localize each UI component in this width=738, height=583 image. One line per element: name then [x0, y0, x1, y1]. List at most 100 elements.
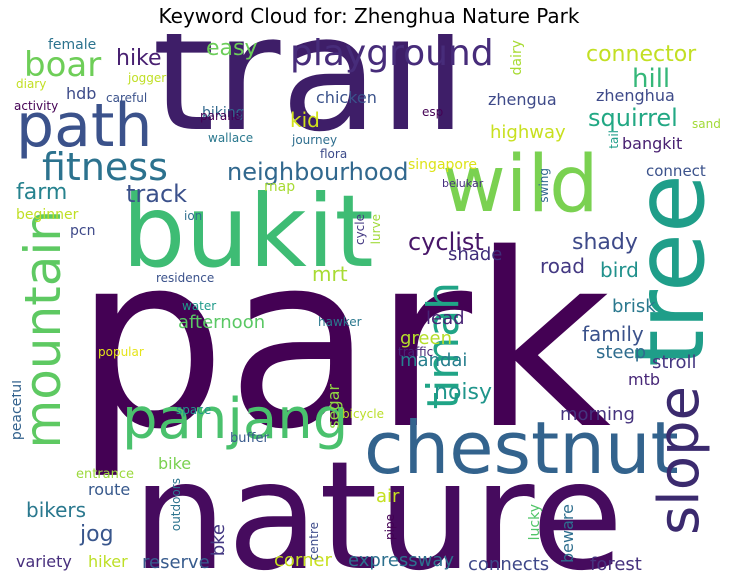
word-bike: bike [158, 454, 192, 473]
word-parallel: parallel [200, 109, 245, 123]
word-hiker: hiker [88, 552, 128, 571]
word-swing: swing [537, 168, 551, 203]
word-jogger: jogger [128, 71, 167, 85]
word-neighbourhood: neighbourhood [227, 158, 409, 186]
word-female: female [48, 37, 97, 53]
word-afternoon: afternoon [178, 312, 266, 333]
word-bird: bird [600, 258, 639, 282]
word-cycle: cycle [353, 214, 367, 246]
word-mountain: mountain [14, 210, 72, 449]
word-hdb: hdb [66, 84, 97, 103]
word-steep: steep [596, 342, 647, 363]
word-outdoors: outdoors [169, 478, 183, 532]
word-path: path [16, 91, 153, 161]
word-connect: connect [646, 162, 706, 180]
word-park: park [74, 202, 612, 482]
word-buffer: buffer [230, 431, 269, 446]
word-wallace: wallace [208, 131, 254, 145]
word-popular: popular [98, 345, 144, 359]
word-segar: segar [324, 384, 343, 429]
word-beware: beware [558, 504, 577, 563]
word-stroll: stroll [652, 352, 697, 373]
word-bikers: bikers [26, 498, 87, 522]
word-kid: kid [290, 108, 320, 132]
word-map: map [264, 179, 296, 195]
word-shade: shade [448, 244, 503, 265]
word-trail: trail [152, 34, 468, 167]
word-water: water [182, 299, 217, 313]
word-biking: biking [202, 105, 245, 121]
word-lead: lead [426, 308, 465, 329]
word-mtb: mtb [628, 370, 661, 389]
word-dairy: dairy [509, 40, 525, 76]
word-reserve: reserve [142, 552, 210, 573]
word-air: air [376, 486, 400, 507]
word-lucky: lucky [527, 504, 543, 541]
word-residence: residence [156, 271, 215, 285]
word-highway: highway [490, 122, 566, 143]
word-hill: hill [632, 64, 671, 94]
word-flora: flora [320, 147, 348, 161]
word-singapore: singapore [408, 157, 478, 173]
word-space: space [176, 403, 212, 417]
word-tail: tail [607, 130, 621, 149]
word-squirrel: squirrel [588, 104, 678, 132]
word-brisk: brisk [612, 296, 656, 317]
word-zhengua: zhengua [488, 90, 557, 109]
word-shady: shady [572, 230, 638, 255]
word-belukar: belukar [442, 177, 484, 190]
word-chicken: chicken [316, 88, 377, 107]
word-forest: forest [590, 554, 642, 575]
word-chestnut: chestnut [364, 406, 679, 490]
word-esp: esp [422, 105, 444, 119]
chart-title: Keyword Cloud for: Zhenghua Nature Park [158, 4, 580, 28]
word-nature: nature [132, 430, 624, 580]
word-mrt: mrt [312, 262, 348, 286]
word-hawker: hawker [318, 315, 362, 329]
word-diary: diary [16, 77, 47, 91]
word-pipe: pipe [383, 514, 397, 540]
word-centre: centre [307, 522, 321, 561]
word-bangkit: bangkit [622, 134, 683, 153]
word-fitness: fitness [42, 145, 168, 189]
word-morning: morning [560, 404, 635, 425]
word-peaceful: peaceful [12, 380, 25, 441]
word-lurve: lurve [369, 214, 383, 245]
word-boar: boar [24, 45, 102, 85]
word-expressway: expressway [348, 550, 455, 571]
word-ion: ion [184, 209, 203, 223]
word-track: track [126, 180, 188, 208]
word-sand: sand [692, 117, 721, 131]
word-hike: hike [116, 46, 162, 71]
word-bukit: bukit [122, 173, 374, 290]
word-route: route [88, 480, 131, 499]
word-entrance: entrance [76, 467, 135, 482]
word-road: road [540, 254, 585, 278]
word-mandai: mandai [400, 350, 468, 371]
word-cloud: park trail nature bukit chestnut tree wild path… [12, 34, 730, 580]
word-beginner: beginner [16, 207, 79, 223]
word-wild: wild [442, 140, 599, 230]
word-pcn: pcn [70, 223, 96, 239]
word-noisy: noisy [434, 380, 492, 405]
word-easy: easy [206, 36, 258, 61]
word-bke: bke [208, 524, 229, 557]
word-playground: playground [290, 34, 494, 74]
word-cyclist: cyclist [408, 228, 484, 256]
word-bicycle: bicycle [342, 407, 384, 421]
word-connector: connector [586, 42, 697, 67]
word-family: family [582, 322, 644, 346]
word-activity: activity [14, 99, 59, 113]
word-traffic: traffic [398, 345, 434, 359]
word-journey: journey [292, 133, 338, 147]
word-green: green [400, 328, 452, 349]
word-corner: corner [274, 550, 332, 571]
word-connects: connects [468, 554, 550, 575]
word-variety: variety [16, 552, 72, 571]
word-jog: jog [80, 522, 114, 547]
word-panjang: panjang [122, 387, 349, 452]
word-careful: careful [106, 91, 148, 105]
word-zhenghua: zhenghua [596, 86, 675, 105]
word-slope: slope [647, 386, 712, 535]
word-farm: farm [16, 180, 68, 205]
